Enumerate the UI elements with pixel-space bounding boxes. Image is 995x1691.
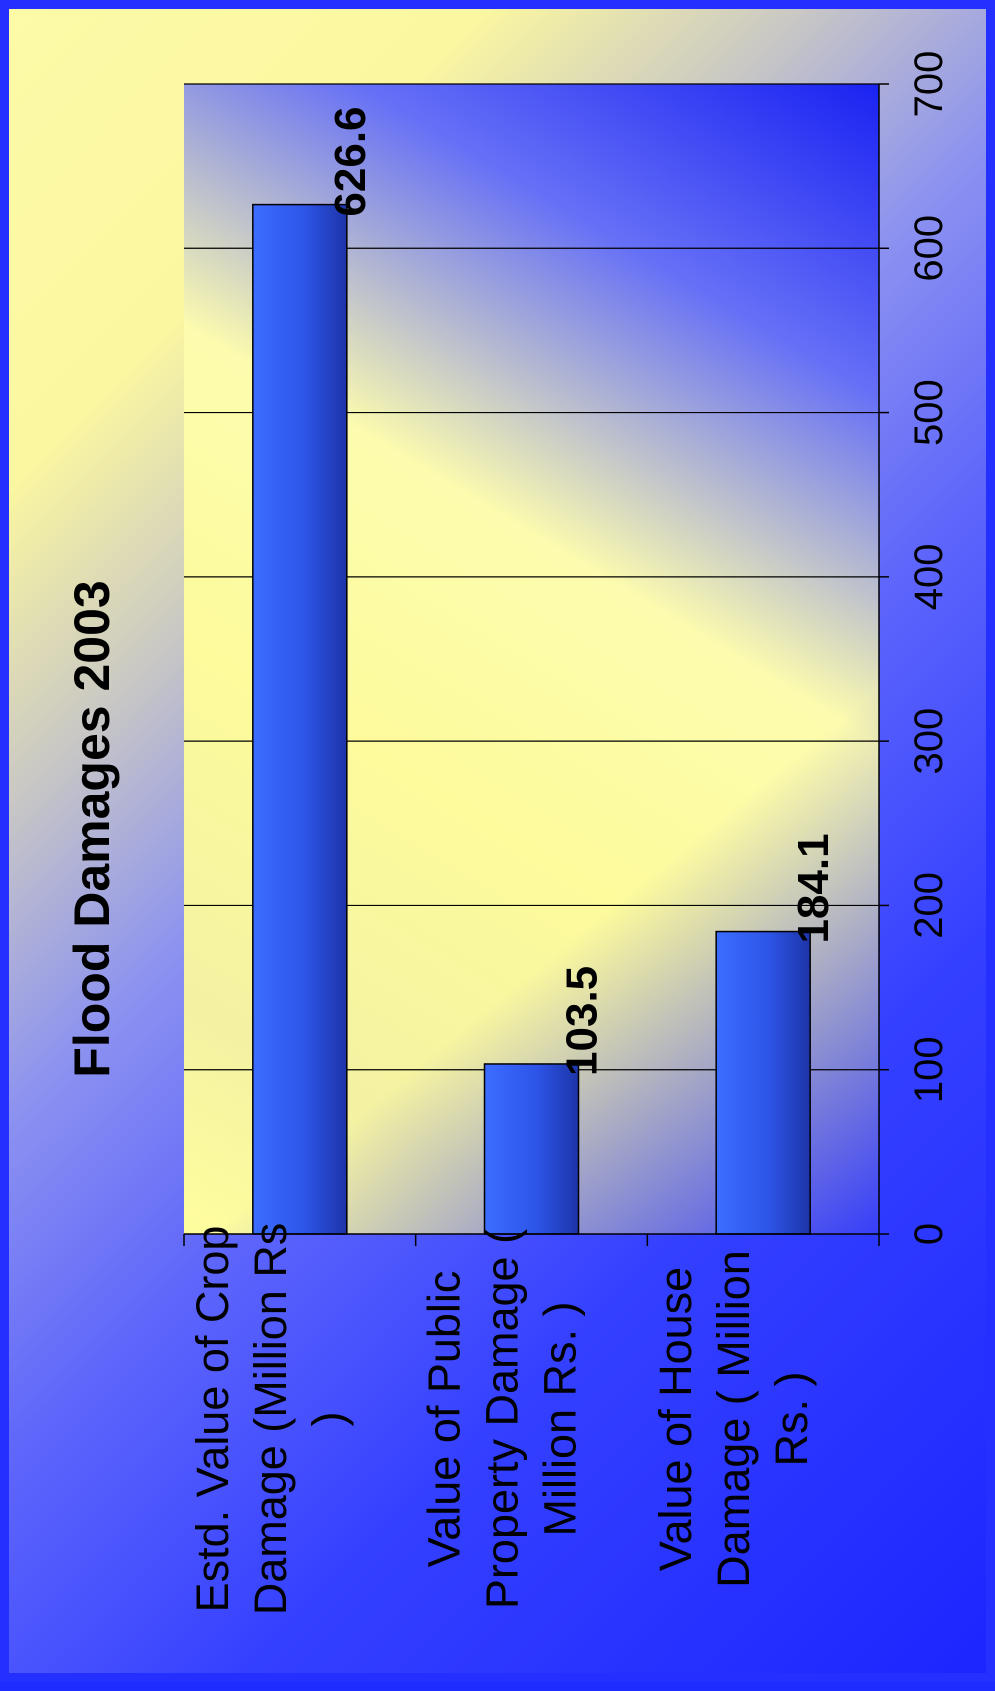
category-label: Value of Public [419, 1271, 470, 1568]
tick-label: 600 [907, 215, 951, 282]
data-label: 626.6 [326, 106, 375, 216]
bar [252, 203, 348, 1235]
category-label: Value of House [650, 1267, 701, 1571]
bar [483, 1063, 580, 1235]
category-label: Property Damage ( [477, 1229, 528, 1609]
data-label: 103.5 [558, 966, 607, 1076]
category-label: ) [303, 1412, 354, 1427]
tick-label: 0 [907, 1223, 951, 1245]
tick-labels: 0 100 200 300 400 500 600 700 [907, 51, 951, 1246]
category-label: Damage (Million Rs [245, 1223, 296, 1616]
category-labels: Estd. Value of Crop Damage (Million Rs) Va… [187, 1223, 817, 1616]
chart: 0 100 200 300 400 500 600 700 Estd. Value of Cr… [64, 51, 951, 1616]
tick-label: 400 [907, 543, 951, 610]
chart-title: Flood Damages 2003 [64, 580, 120, 1077]
category-label: Rs. ) [766, 1372, 817, 1467]
category-label: Damage ( Million [708, 1250, 759, 1588]
data-label: 184.1 [789, 833, 838, 943]
tick-label: 300 [907, 708, 951, 775]
tick-label: 100 [907, 1036, 951, 1103]
tick-label: 500 [907, 379, 951, 446]
data-labels: 626.6 103.5 184.1 [326, 106, 838, 1075]
bars [252, 203, 811, 1235]
category-label: Million Rs. ) [535, 1301, 586, 1536]
bar [715, 930, 811, 1235]
tick-label: 200 [907, 872, 951, 939]
tick-label: 700 [907, 51, 951, 118]
category-label: Estd. Value of Crop [187, 1226, 238, 1613]
axes [183, 83, 889, 1246]
